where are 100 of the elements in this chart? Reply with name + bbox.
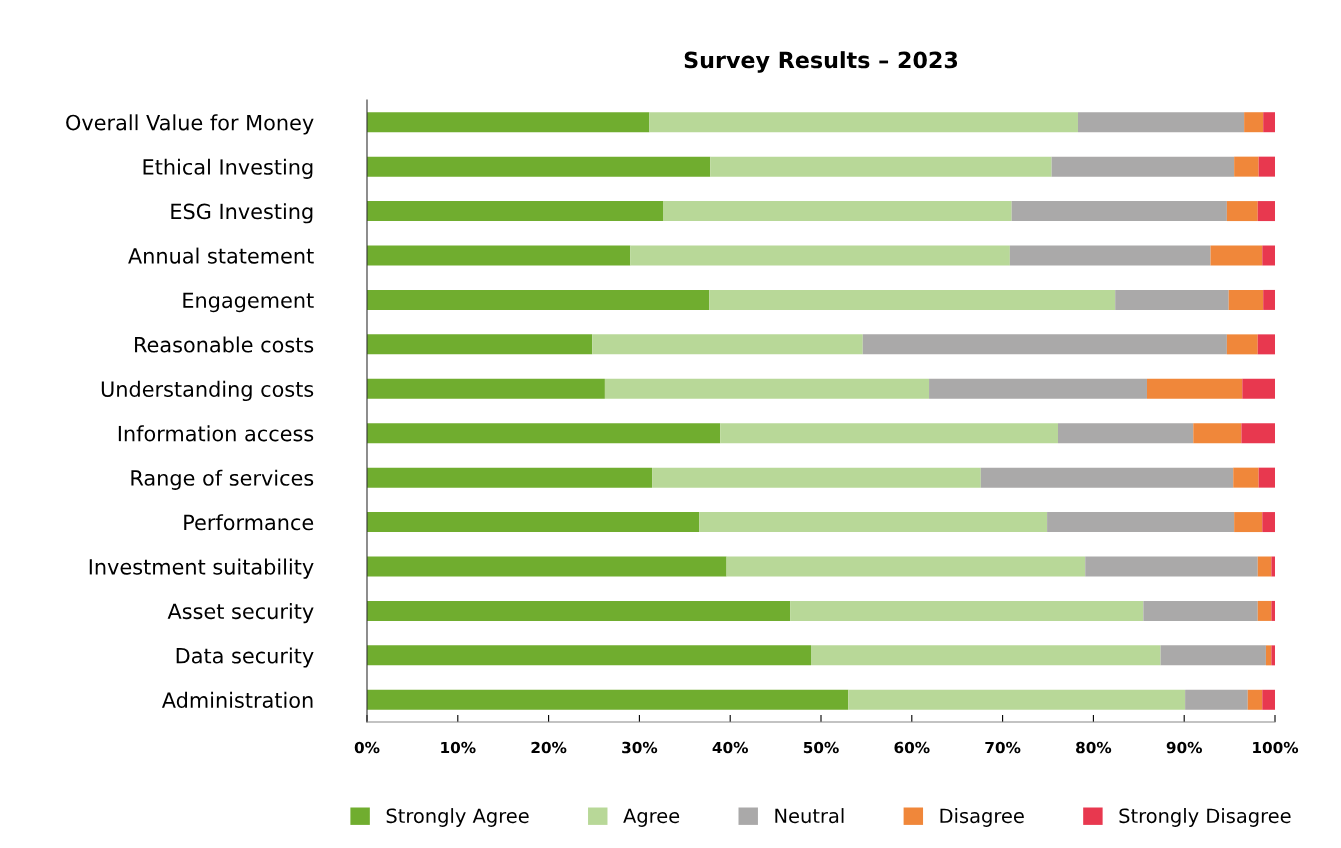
bar <box>367 512 700 533</box>
bar <box>929 378 1147 399</box>
bar <box>1257 334 1275 355</box>
bar <box>1115 289 1229 310</box>
bar <box>367 112 650 133</box>
bar <box>1263 112 1275 133</box>
x-tick-label: 40% <box>712 741 748 754</box>
bar <box>1051 156 1235 177</box>
bar <box>1077 112 1245 133</box>
legend-label: Disagree <box>940 808 1024 827</box>
bar <box>1241 423 1275 444</box>
bar <box>1262 512 1275 533</box>
x-tick-label: 10% <box>441 741 476 754</box>
bar <box>709 289 1116 310</box>
y-tick-label: Information access <box>118 425 314 442</box>
bar <box>1271 600 1275 621</box>
y-tick-label: Overall Value for Money <box>66 114 314 135</box>
bar <box>1047 512 1235 533</box>
bar <box>1085 556 1258 577</box>
bar <box>1185 689 1248 710</box>
bar <box>1226 201 1258 222</box>
bar <box>1247 689 1263 710</box>
chart-title: Survey Results – 2023 <box>684 51 958 73</box>
bar <box>790 600 1144 621</box>
x-tick-label: 20% <box>531 741 567 754</box>
y-tick-label: Administration <box>161 691 313 708</box>
bar <box>1009 245 1211 266</box>
x-tick-label: 100% <box>1253 741 1299 754</box>
bar <box>367 689 849 710</box>
y-tick-label: Understanding costs <box>101 380 314 402</box>
bar <box>1271 556 1275 577</box>
bar <box>604 378 930 399</box>
bar <box>630 245 1010 266</box>
bar <box>980 467 1234 488</box>
bar <box>699 512 1048 533</box>
bar <box>663 201 1012 222</box>
legend-label: Strongly Disagree <box>1119 808 1291 827</box>
y-tick-label: Annual statement <box>128 247 314 264</box>
y-tick-label: ESG Investing <box>171 203 313 224</box>
bar <box>1244 112 1264 133</box>
x-tick-label: 30% <box>622 741 658 754</box>
bar <box>367 245 631 266</box>
x-tick-label: 50% <box>803 741 839 754</box>
legend-label: Agree <box>623 808 680 827</box>
bar <box>1242 378 1275 399</box>
bar <box>367 467 653 488</box>
bar <box>592 334 863 355</box>
bar <box>1210 245 1263 266</box>
x-tick-label: 0% <box>354 741 380 754</box>
bar <box>367 600 791 621</box>
bar <box>1226 334 1258 355</box>
bar <box>1234 512 1263 533</box>
y-tick-label: Engagement <box>183 292 314 313</box>
y-tick-label: Data security <box>176 647 314 668</box>
bar <box>649 112 1078 133</box>
x-tick-label: 70% <box>985 741 1021 754</box>
bar <box>1146 378 1243 399</box>
x-tick-label: 80% <box>1076 741 1112 754</box>
bar <box>1257 201 1275 222</box>
bar <box>1271 645 1275 666</box>
bar <box>726 556 1086 577</box>
bar <box>1057 423 1194 444</box>
bar <box>367 645 812 666</box>
bar <box>1258 156 1275 177</box>
y-tick-label: Ethical Investing <box>143 158 313 179</box>
bar <box>720 423 1058 444</box>
y-tick-label: Reasonable costs <box>135 336 314 353</box>
bar <box>367 378 605 399</box>
bar <box>1262 245 1275 266</box>
bar <box>710 156 1052 177</box>
bar <box>367 556 727 577</box>
bar <box>367 423 721 444</box>
legend-label: Neutral <box>775 808 844 824</box>
bar <box>1193 423 1242 444</box>
bar <box>1263 289 1275 310</box>
bar <box>811 645 1161 666</box>
bar <box>1228 289 1264 310</box>
bar <box>1234 156 1259 177</box>
bar <box>1257 600 1272 621</box>
bar <box>1160 645 1266 666</box>
y-tick-label: Investment suitability <box>89 558 314 579</box>
bar <box>367 201 664 222</box>
bar <box>1233 467 1259 488</box>
x-tick-label: 60% <box>894 741 930 754</box>
y-tick-label: Performance <box>184 514 314 531</box>
bar <box>367 334 593 355</box>
bar <box>862 334 1227 355</box>
x-tick-label: 90% <box>1166 741 1202 754</box>
bar <box>367 156 711 177</box>
bar <box>1265 645 1272 666</box>
bar <box>848 689 1186 710</box>
bar <box>1258 467 1275 488</box>
legend-label: Strongly Agree <box>386 808 529 827</box>
bar <box>652 467 981 488</box>
bar <box>367 289 710 310</box>
bar <box>1143 600 1258 621</box>
y-tick-label: Range of services <box>131 469 314 490</box>
bar <box>1262 689 1275 710</box>
y-tick-label: Asset security <box>167 603 314 624</box>
bar <box>1011 201 1227 222</box>
